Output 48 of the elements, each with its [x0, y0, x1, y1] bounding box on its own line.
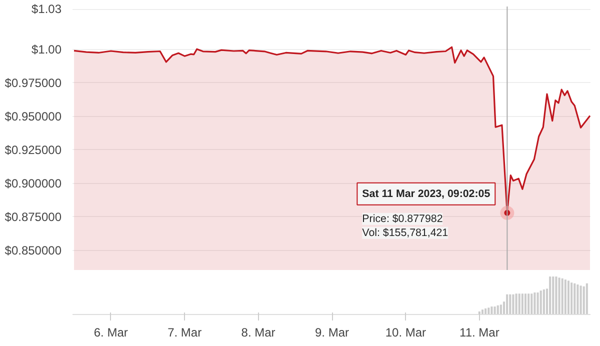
bar	[552, 276, 554, 314]
x-tick-label: 9. Mar	[315, 326, 350, 340]
y-tick-label: $0.950000	[4, 109, 62, 124]
bar	[494, 306, 496, 314]
bar	[540, 290, 542, 314]
bar	[582, 286, 585, 314]
y-tick-label: $0.925000	[4, 142, 62, 157]
bar	[528, 294, 530, 314]
x-tick-label: 6. Mar	[94, 326, 128, 340]
bar	[524, 294, 527, 314]
bar	[549, 276, 552, 314]
x-tick-label: 11. Mar	[460, 326, 500, 340]
annotation: Vol: $155,781,421	[362, 226, 448, 239]
x-tick-label: 7. Mar	[168, 326, 202, 340]
y-tick-label: $0.875000	[4, 210, 62, 224]
annotation: Sat 11 Mar 2023, 09:02:05	[362, 188, 490, 200]
annotation: Price: $0.877982	[362, 212, 443, 225]
bar	[580, 286, 582, 314]
bar	[530, 294, 533, 314]
bar	[488, 308, 490, 314]
y-tick-label: $1.03	[31, 2, 62, 16]
bar	[515, 294, 518, 314]
bar	[521, 294, 524, 314]
bar	[555, 276, 558, 314]
bar	[496, 305, 499, 314]
bar	[558, 278, 560, 314]
bar	[512, 294, 514, 314]
bar	[567, 280, 570, 314]
x-tick-label: 8. Mar	[241, 326, 276, 340]
bar	[574, 283, 576, 314]
y-tick-label: $0.900000	[4, 176, 62, 190]
bar	[570, 282, 573, 314]
bar	[586, 283, 588, 314]
bar	[500, 304, 502, 314]
bar	[561, 278, 564, 314]
bar	[534, 292, 536, 314]
bar	[509, 294, 512, 314]
y-tick-label: $0.975000	[4, 76, 62, 90]
y-tick-label: $0.850000	[4, 243, 62, 258]
x-tick-label: 10. Mar	[385, 326, 426, 340]
bar	[536, 292, 539, 314]
bar	[518, 294, 520, 314]
bar	[564, 280, 566, 314]
bar	[490, 306, 493, 314]
bar	[506, 294, 508, 314]
bar	[542, 289, 545, 314]
bar	[576, 284, 579, 314]
y-tick-label: $1.00	[31, 42, 62, 56]
